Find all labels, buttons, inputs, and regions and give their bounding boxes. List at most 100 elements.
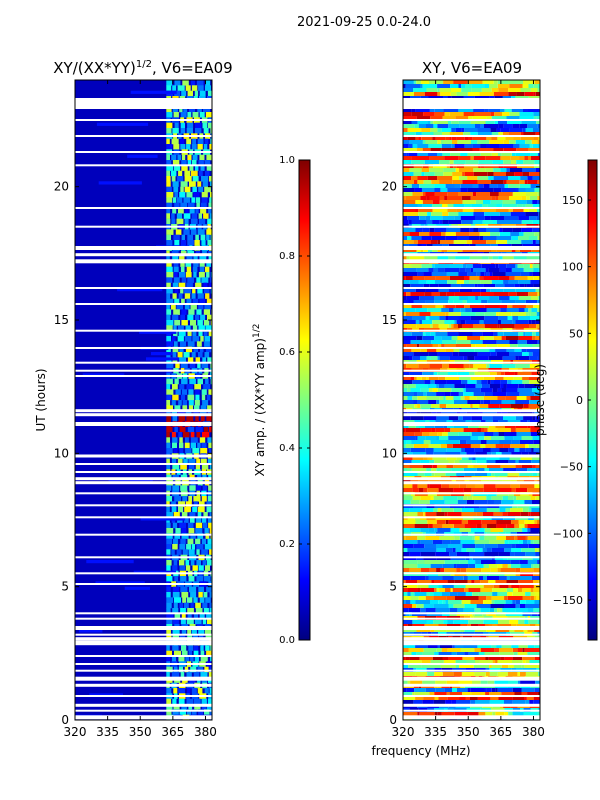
phase-cell bbox=[489, 692, 502, 697]
phase-cell bbox=[403, 400, 414, 405]
phase-cell bbox=[508, 208, 513, 213]
phase-cell bbox=[425, 512, 437, 517]
phase-cell bbox=[462, 416, 472, 421]
amp-cell bbox=[207, 90, 212, 97]
phase-cell bbox=[403, 276, 406, 281]
phase-cell bbox=[452, 140, 458, 145]
amp-cell bbox=[198, 213, 202, 219]
phase-cell bbox=[534, 548, 538, 553]
phase-cell bbox=[530, 496, 536, 501]
phase-cell bbox=[489, 384, 501, 389]
phase-cell bbox=[525, 552, 536, 557]
amp-cell bbox=[187, 613, 192, 619]
amp-cell bbox=[203, 522, 208, 529]
phase-cell bbox=[509, 168, 523, 173]
amp-cell bbox=[202, 485, 207, 491]
phase-cell bbox=[403, 620, 413, 625]
phase-cell bbox=[474, 540, 490, 545]
phase-cell bbox=[537, 432, 540, 437]
phase-cell bbox=[415, 644, 428, 649]
phase-cell bbox=[527, 652, 540, 657]
amp-y-axis-label: UT (hours) bbox=[34, 368, 48, 431]
amp-cell bbox=[210, 192, 212, 198]
phase-cell bbox=[449, 356, 464, 361]
phase-cell bbox=[428, 444, 441, 449]
amp-cell bbox=[200, 314, 206, 321]
phase-cell bbox=[474, 112, 491, 117]
phase-cell bbox=[493, 80, 498, 85]
phase-cell bbox=[534, 644, 540, 649]
phase-cell bbox=[515, 460, 519, 465]
phase-cell bbox=[443, 168, 456, 173]
amp-cell bbox=[190, 432, 195, 438]
phase-cell bbox=[489, 540, 505, 545]
amp-cell bbox=[166, 213, 170, 219]
phase-cell bbox=[512, 320, 516, 325]
phase-cell bbox=[522, 352, 529, 357]
phase-cell bbox=[406, 256, 410, 261]
phase-cell bbox=[499, 228, 503, 233]
phase-cell bbox=[513, 256, 527, 261]
phase-cell bbox=[445, 312, 449, 317]
amp-cell bbox=[173, 688, 178, 694]
phase-cell bbox=[491, 496, 503, 501]
phase-cell bbox=[489, 664, 492, 669]
phase-cell bbox=[413, 300, 426, 305]
phase-cell bbox=[509, 128, 523, 133]
phase-cell bbox=[419, 320, 422, 325]
flagged-row bbox=[403, 655, 540, 657]
phase-cell bbox=[489, 272, 493, 277]
amp-cell bbox=[166, 341, 173, 347]
phase-cell bbox=[502, 564, 508, 569]
phase-cell bbox=[416, 628, 431, 633]
phase-cell bbox=[518, 580, 534, 585]
amp-cell bbox=[206, 298, 212, 305]
phase-cell bbox=[481, 568, 491, 573]
phase-cell bbox=[468, 564, 476, 569]
amp-cell bbox=[181, 613, 186, 619]
phase-cell bbox=[465, 696, 470, 701]
phase-cell bbox=[454, 400, 468, 405]
phase-cell bbox=[475, 312, 485, 317]
phase-cell bbox=[526, 672, 539, 677]
amp-cell bbox=[171, 154, 177, 161]
phase-cell bbox=[403, 484, 413, 489]
phase-cell bbox=[447, 192, 458, 197]
phase-cell bbox=[413, 180, 418, 185]
phase-cell bbox=[471, 204, 483, 209]
phase-cell bbox=[403, 428, 406, 433]
phase-cell bbox=[525, 300, 538, 305]
phase-cell bbox=[474, 284, 478, 289]
phase-cell bbox=[403, 424, 409, 429]
phase-cell bbox=[536, 444, 540, 449]
phase-cell bbox=[469, 232, 480, 237]
amp-cell bbox=[171, 549, 175, 555]
phase-cell bbox=[461, 84, 466, 89]
phase-cell bbox=[412, 488, 419, 493]
amp-cell bbox=[179, 437, 183, 443]
phase-cell bbox=[403, 340, 411, 345]
amp-cell bbox=[181, 234, 185, 241]
phase-cell bbox=[468, 424, 479, 429]
phase-cell bbox=[476, 604, 491, 609]
phase-cell bbox=[509, 296, 519, 301]
amp-cell bbox=[184, 602, 189, 609]
phase-cell bbox=[424, 544, 436, 549]
phase-cell bbox=[467, 520, 482, 525]
phase-cell bbox=[490, 696, 499, 701]
phase-cell bbox=[475, 296, 478, 301]
phase-cell bbox=[403, 176, 412, 181]
phase-cell bbox=[475, 544, 485, 549]
phase-cell bbox=[435, 304, 443, 309]
phase-cell bbox=[504, 540, 509, 545]
amp-cell bbox=[166, 650, 172, 657]
amp-cell bbox=[173, 186, 179, 193]
phase-cell bbox=[494, 376, 504, 381]
phase-cell bbox=[406, 344, 417, 349]
phase-cell bbox=[532, 272, 540, 277]
phase-cell bbox=[527, 488, 540, 493]
phase-cell bbox=[503, 376, 514, 381]
amp-cell bbox=[203, 144, 208, 150]
phase-cell bbox=[484, 124, 497, 129]
phase-cell bbox=[430, 116, 443, 121]
